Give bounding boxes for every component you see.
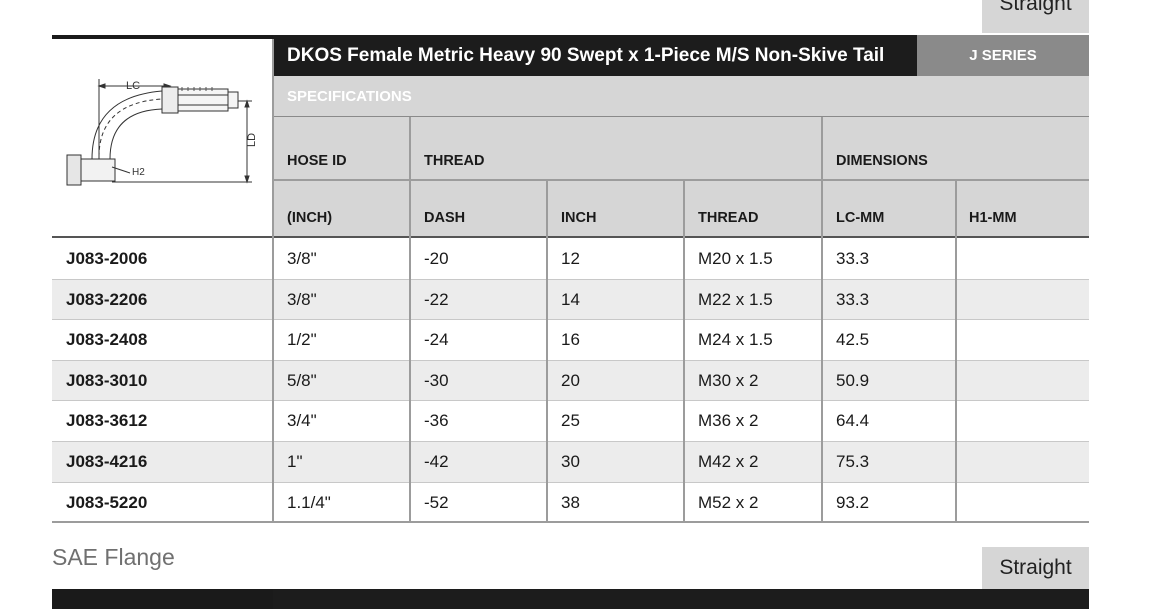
hose-id-value: 1.1/4" [287,492,331,512]
lc-mm-value: 50.9 [836,370,870,390]
row-separator [52,319,1089,321]
row-separator [52,278,1089,280]
hose-id-label: HOSE ID [287,153,347,169]
header-line-mid [273,179,1089,181]
thread-value: M22 x 1.5 [698,289,773,309]
h1-mm-value [956,360,970,401]
lc-mm-value: 75.3 [836,452,870,471]
table-row: J083-2408 1/2" -24 16 M24 x 1.5 42.5 [52,319,1089,360]
hose-id-value: 3/8" [287,249,317,268]
h2-label: H2 [132,167,145,178]
h1-mm-value [956,441,970,482]
part-number: J083-3010 [66,370,148,390]
inch-value: 12 [561,249,580,268]
next-section-header [273,589,1089,609]
header-line-bottom [273,236,1089,238]
thread-group-label: THREAD [424,153,485,169]
ld-label: LD [246,133,258,147]
part-number: J083-3612 [66,411,148,431]
hose-id-value: 3/4" [287,411,317,431]
top-straight-tab[interactable]: Straight [982,0,1089,33]
table-row: J083-2006 3/8" -20 12 M20 x 1.5 33.3 [52,238,1089,279]
inch-value: 16 [561,330,580,350]
h1-mm-value [956,238,970,279]
row-separator [52,359,1089,361]
vline-thread [821,117,823,522]
lc-mm-value: 64.4 [836,411,870,431]
hose-id-value: 1" [287,452,303,471]
thread-value: M20 x 1.5 [698,249,773,268]
lc-mm-label: LC-MM [836,210,885,226]
table-row: J083-3010 5/8" -30 20 M30 x 2 50.9 [52,359,1089,401]
lc-mm-value: 33.3 [836,289,870,309]
h1-mm-label: H1-MM [969,210,1017,226]
vline-hose [409,117,411,522]
h1-mm-value [956,279,970,320]
inch-value: 38 [561,492,580,512]
part-number: J083-5220 [66,492,148,512]
sae-flange-title: SAE Flange [52,544,175,570]
hose-id-header: HOSE ID (INCH) [273,117,410,237]
h1-mm-value [956,400,970,441]
bottom-straight-tab[interactable]: Straight [982,547,1089,589]
table-row: J083-3612 3/4" -36 25 M36 x 2 64.4 [52,400,1089,441]
vline-lc [955,180,957,522]
part-number: J083-2408 [66,330,148,350]
table-row: J083-4216 1" -42 30 M42 x 2 75.3 [52,441,1089,482]
hose-id-value: 3/8" [287,289,317,309]
fitting-diagram: LC H2 LD [52,39,273,237]
dash-value: -36 [424,411,449,431]
row-separator [52,441,1089,442]
inch-value: 20 [561,370,580,390]
hose-id-unit: (INCH) [287,210,333,226]
h1-mm-value [956,482,970,523]
lc-mm-value: 93.2 [836,492,870,512]
header-line-bottom-left [52,236,273,238]
thread-value: M42 x 2 [698,452,759,471]
inch-label: INCH [561,210,597,226]
top-straight-tab-label: Straight [999,0,1072,15]
dimensions-group-label: DIMENSIONS [836,153,928,169]
vline-left [272,39,274,522]
inch-value: 30 [561,452,580,471]
table-bottom-line [52,521,1089,523]
fitting-drawing: LC H2 LD [66,79,258,186]
dash-label: DASH [424,210,466,226]
lc-mm-value: 33.3 [836,249,870,268]
product-title: DKOS Female Metric Heavy 90 Swept x 1-Pi… [273,35,917,76]
header-rule [52,35,273,39]
dash-value: -52 [424,492,449,512]
dash-value: -30 [424,370,449,390]
part-number: J083-4216 [66,452,148,471]
next-section-rule [52,589,273,609]
dash-value: -42 [424,452,449,471]
part-number: J083-2206 [66,289,148,309]
thread-value: M52 x 2 [698,492,759,512]
lc-mm-value: 42.5 [836,330,870,350]
hose-id-value: 5/8" [287,370,317,390]
table-row: J083-2206 3/8" -22 14 M22 x 1.5 33.3 [52,278,1089,320]
row-separator [52,400,1089,402]
vline-dash [546,180,548,522]
h1-mm-value [956,319,970,360]
thread-value: M30 x 2 [698,370,759,390]
part-number: J083-2006 [66,249,148,268]
dash-value: -24 [424,330,449,350]
table-row: J083-5220 1.1/4" -52 38 M52 x 2 93.2 [52,482,1089,523]
header-line-top [273,116,1089,117]
vline-inch [683,180,685,522]
hose-id-value: 1/2" [287,330,317,350]
thread-value: M36 x 2 [698,411,759,431]
thread-label: THREAD [698,210,759,226]
row-separator [52,481,1089,483]
dash-value: -22 [424,289,449,309]
lc-label: LC [126,80,140,92]
dash-value: -20 [424,249,449,268]
inch-value: 14 [561,289,580,309]
series-badge: J SERIES [917,35,1089,76]
inch-value: 25 [561,411,580,431]
thread-group-header: THREAD DASH INCH THREAD [410,117,822,237]
specifications-bar: SPECIFICATIONS [273,76,1089,117]
thread-value: M24 x 1.5 [698,330,773,350]
